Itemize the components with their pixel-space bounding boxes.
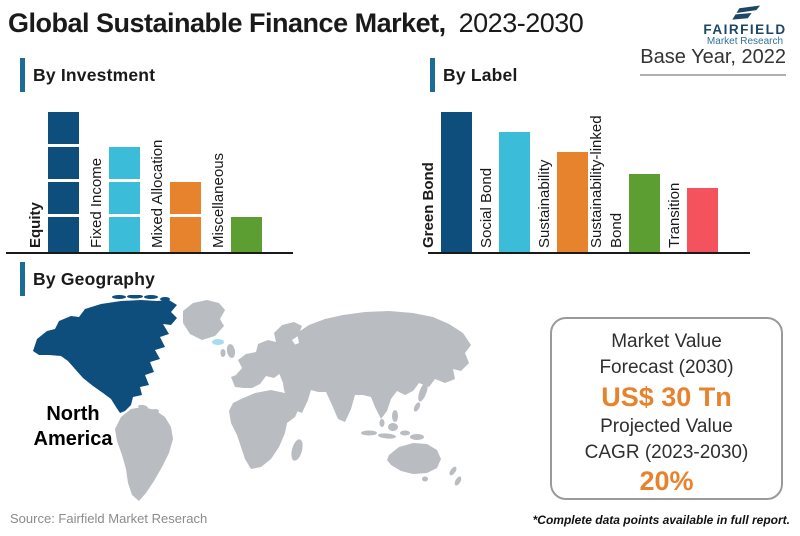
- heading-accent-bar: [20, 58, 25, 92]
- x-axis: [428, 252, 750, 254]
- heading-accent-bar: [430, 58, 435, 92]
- footnote-text: *Complete data points available in full …: [532, 513, 790, 527]
- fairfield-logo-icon: [732, 5, 761, 20]
- section-heading-label-label: By Label: [443, 64, 518, 85]
- page-title-years: 2023-2030: [458, 8, 584, 38]
- map-region-label-line2: America: [33, 428, 113, 450]
- region-south-america: [115, 407, 173, 501]
- bar-label-equity: Equity: [27, 202, 44, 248]
- bar-label-miscellaneous: Miscellaneous: [210, 152, 227, 248]
- market-value-box: Market Value Forecast (2030) US$ 30 Tn P…: [550, 317, 783, 500]
- world-map: [25, 294, 545, 505]
- bar-segment-divider: [109, 179, 140, 182]
- section-heading-investment-label: By Investment: [33, 64, 156, 85]
- forecast-value: US$ 30 Tn: [601, 382, 732, 412]
- cagr-label-line1: Projected Value: [600, 416, 733, 437]
- bar-label-fixed-income: Fixed Income: [88, 157, 105, 248]
- section-heading-geography-label: By Geography: [33, 268, 156, 289]
- label-bar-chart: Green Bond Social Bond Sustainability Susta…: [420, 110, 750, 254]
- cagr-label-line2: CAGR (2023-2030): [584, 442, 749, 463]
- bar-social-bond: [499, 132, 530, 252]
- bar-label-mixed-allocation: Mixed Allocation: [149, 139, 166, 248]
- world-map-svg: [33, 294, 471, 501]
- section-heading-geography: By Geography: [20, 262, 155, 296]
- bar-miscellaneous: [231, 217, 262, 252]
- bar-sustainability-linked-bond: [629, 174, 660, 252]
- cagr-value: 20%: [639, 466, 694, 496]
- investment-bar-chart: Equity Fixed Income Mixed Allocation Miscel…: [6, 110, 293, 254]
- bar-segment-divider: [48, 214, 79, 217]
- map-region-label: North America: [14, 402, 132, 452]
- x-axis: [6, 252, 293, 254]
- bar-mixed-allocation: [170, 182, 201, 252]
- forecast-label-line2: Forecast (2030): [599, 357, 734, 378]
- source-text: Source: Fairfield Market Reserach: [10, 511, 208, 526]
- page-title-main: Global Sustainable Finance Market,: [8, 8, 446, 38]
- bar-segment-divider: [48, 144, 79, 147]
- base-year-note: Base Year, 2022: [640, 46, 786, 76]
- bar-green-bond: [441, 112, 472, 252]
- region-greenland: [183, 300, 225, 340]
- section-heading-investment: By Investment: [20, 58, 155, 92]
- bar-fixed-income: [109, 147, 140, 252]
- bar-label-green-bond: Green Bond: [420, 162, 437, 248]
- region-australia: [387, 443, 462, 486]
- bar-transition: [687, 188, 718, 252]
- bar-label-transition: Transition: [666, 182, 683, 248]
- section-heading-label: By Label: [430, 58, 518, 92]
- bar-segment-divider: [170, 214, 201, 217]
- fairfield-logo: FAIRFIELD Market Research: [695, 5, 795, 48]
- bar-equity: [48, 112, 79, 252]
- region-north-america: [33, 294, 177, 413]
- region-iceland: [212, 339, 224, 345]
- heading-accent-bar: [20, 262, 25, 296]
- region-asia: [279, 311, 471, 440]
- bar-label-sustainability: Sustainability: [536, 159, 553, 248]
- bar-segment-divider: [109, 214, 140, 217]
- page-title: Global Sustainable Finance Market, 2023-…: [8, 8, 584, 39]
- bar-label-social-bond: Social Bond: [478, 167, 495, 248]
- region-africa: [229, 390, 303, 469]
- fairfield-logo-tagline: Market Research: [706, 36, 784, 48]
- forecast-label-line1: Market Value: [611, 331, 722, 352]
- map-region-label-line1: North: [46, 403, 100, 425]
- fairfield-logo-name: FAIRFIELD: [703, 22, 787, 37]
- bar-sustainability: [557, 152, 588, 252]
- bar-label-sustainability-linked-bond: Sustainability-linked Bond: [588, 115, 625, 248]
- bar-segment-divider: [48, 179, 79, 182]
